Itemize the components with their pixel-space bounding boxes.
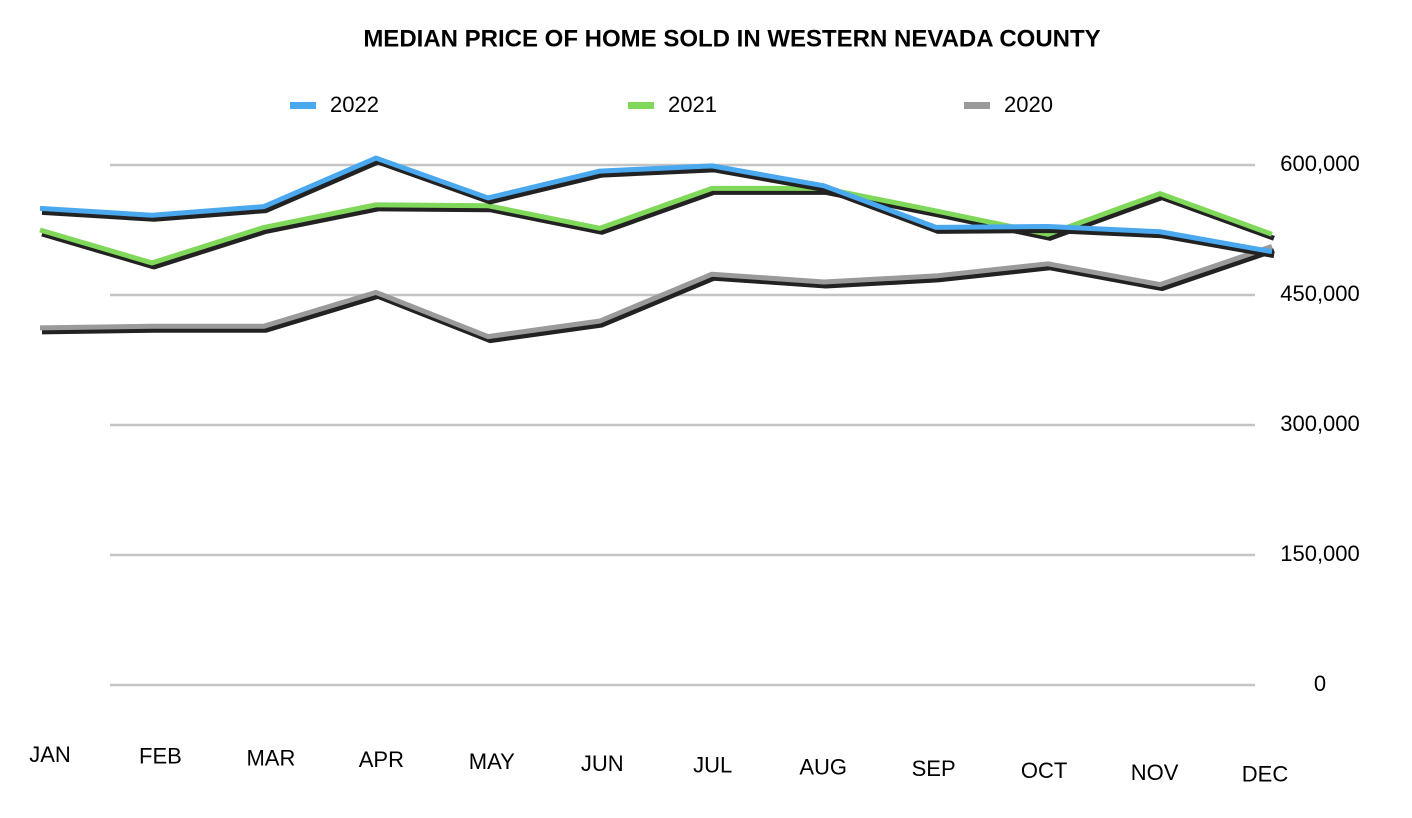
y-tick-label: 600,000 xyxy=(1280,151,1360,176)
y-tick-label: 450,000 xyxy=(1280,281,1360,306)
legend-label: 2020 xyxy=(1004,92,1053,117)
line-shadow xyxy=(41,159,1275,259)
legend-label: 2021 xyxy=(668,92,717,117)
x-tick-label: NOV xyxy=(1131,760,1179,785)
x-tick-label: MAR xyxy=(246,745,295,770)
x-tick-label: FEB xyxy=(139,744,182,769)
legend-swatch xyxy=(290,102,316,109)
line-shadow xyxy=(41,248,1275,344)
x-tick-label: APR xyxy=(359,747,404,772)
x-tick-label: OCT xyxy=(1021,758,1067,783)
series-line xyxy=(39,244,1273,340)
x-tick-label: MAY xyxy=(469,749,515,774)
legend-swatch xyxy=(628,102,654,109)
x-tick-label: JAN xyxy=(29,742,71,767)
x-tick-label: JUN xyxy=(581,751,624,776)
y-tick-label: 150,000 xyxy=(1280,541,1360,566)
legend-swatch xyxy=(964,102,990,109)
x-tick-label: SEP xyxy=(912,756,956,781)
series-line xyxy=(39,155,1273,255)
x-tick-label: JUL xyxy=(693,753,732,778)
x-tick-label: DEC xyxy=(1242,762,1289,787)
chart-title: MEDIAN PRICE OF HOME SOLD IN WESTERN NEV… xyxy=(363,25,1100,52)
y-tick-label: 300,000 xyxy=(1280,411,1360,436)
y-tick-label: 0 xyxy=(1314,671,1326,696)
x-tick-label: AUG xyxy=(799,754,847,779)
legend-label: 2022 xyxy=(330,92,379,117)
